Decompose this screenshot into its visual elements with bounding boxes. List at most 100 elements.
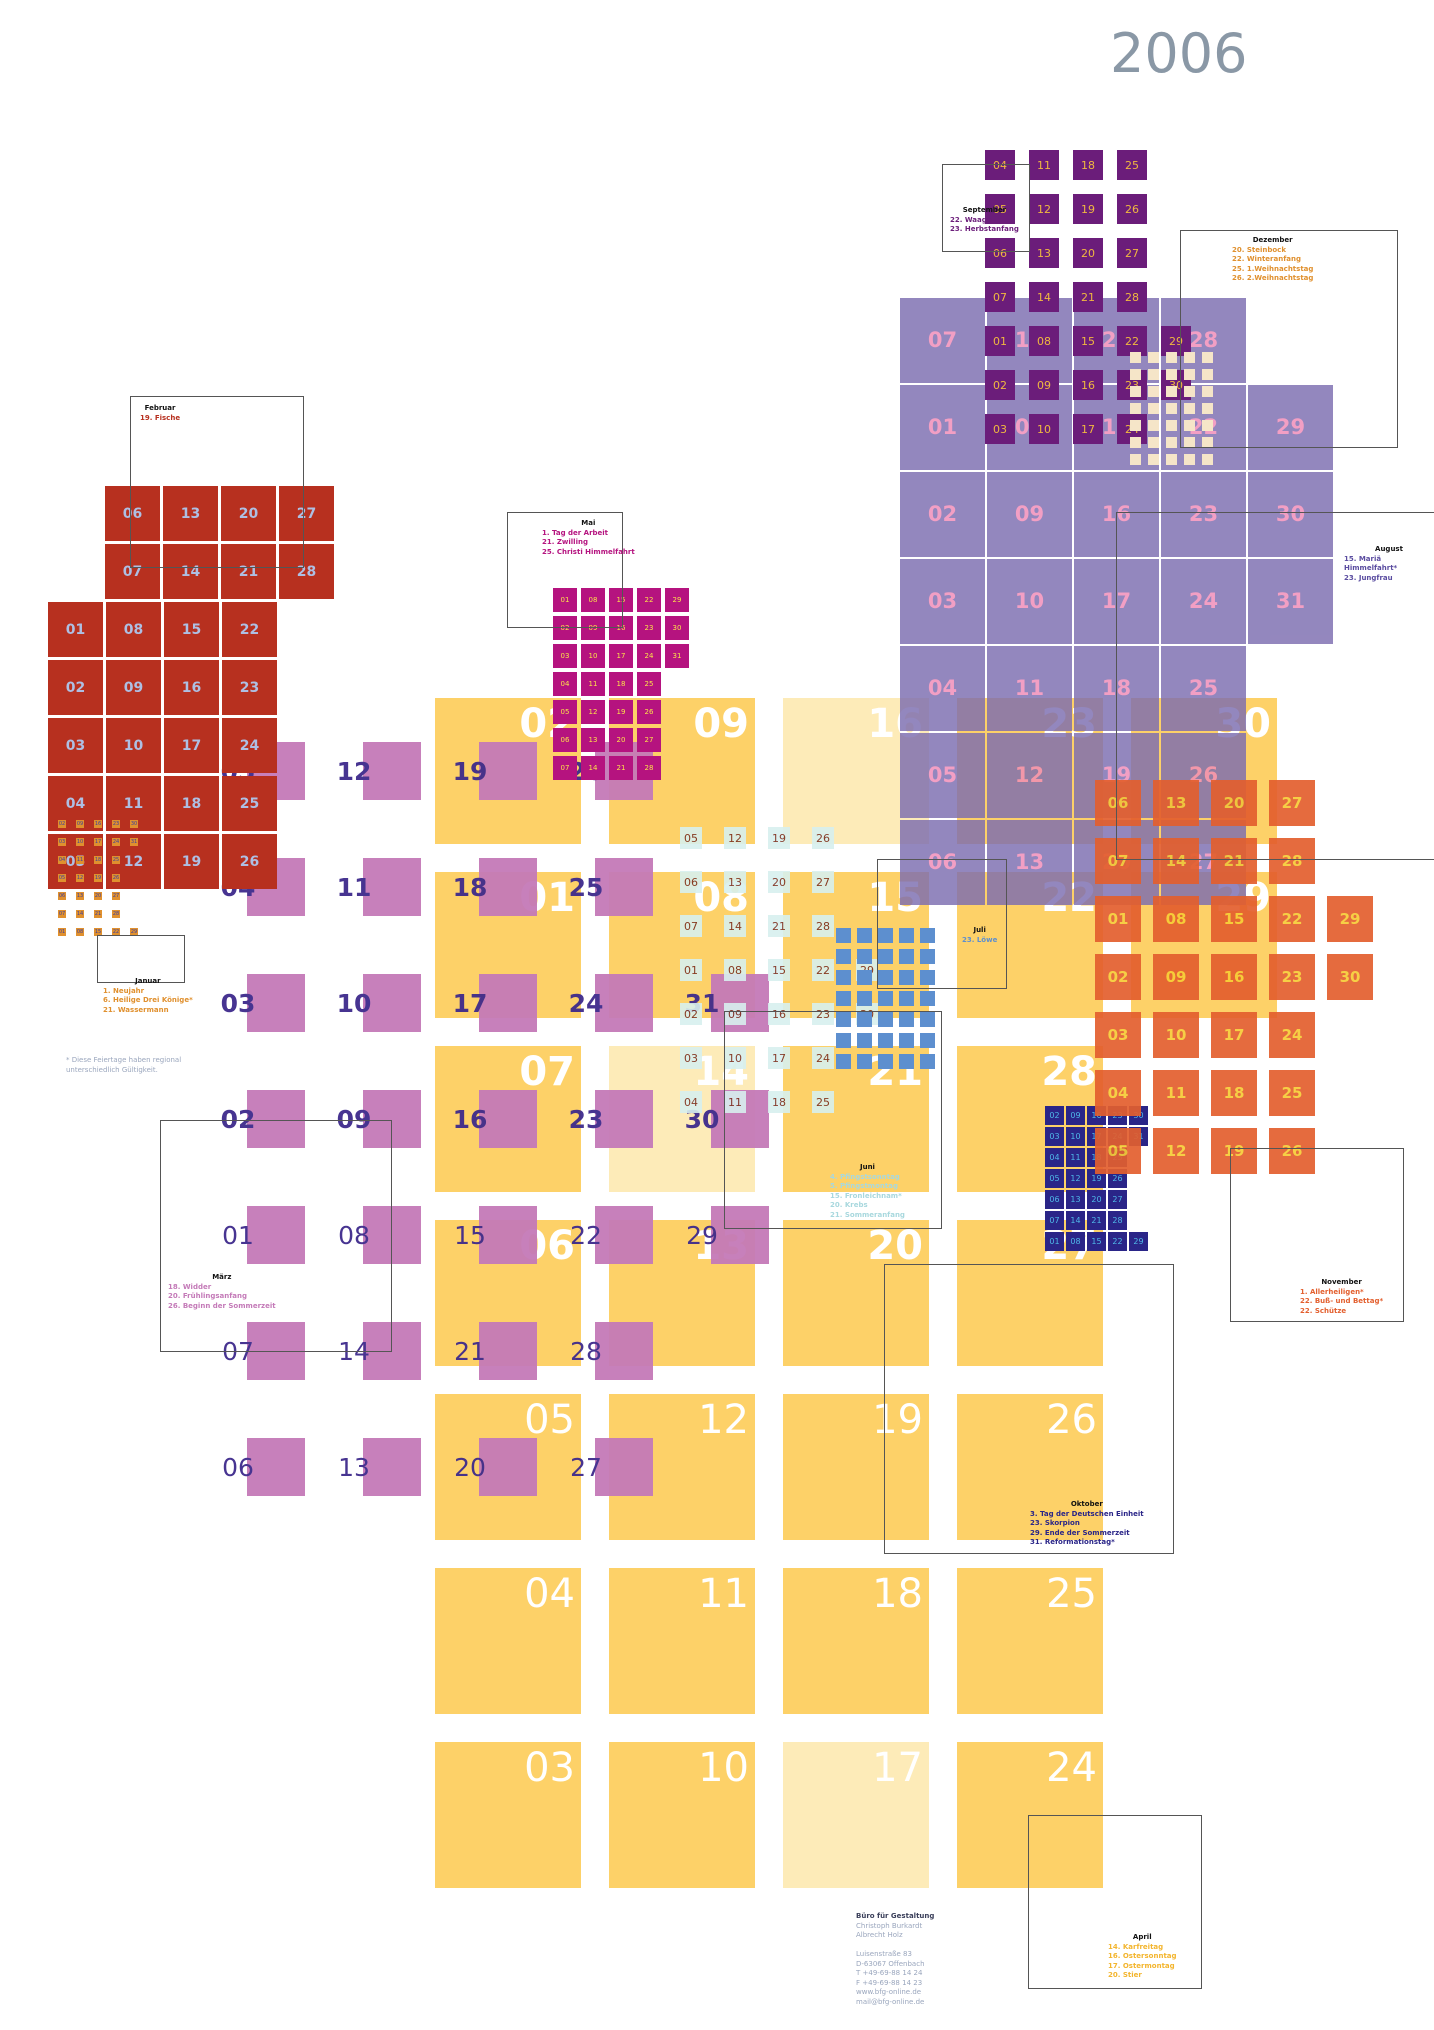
day-cell-dezember[interactable] (1202, 386, 1213, 397)
day-cell-februar[interactable] (222, 660, 277, 715)
day-cell-september[interactable] (1029, 414, 1059, 444)
day-cell-juni[interactable] (812, 915, 834, 937)
day-cell-juni[interactable] (680, 1047, 702, 1069)
day-cell-mai[interactable] (637, 672, 661, 696)
day-cell-september[interactable] (1073, 282, 1103, 312)
day-cell-november[interactable] (1211, 1012, 1257, 1058)
day-cell-maerz[interactable] (247, 1206, 305, 1264)
day-cell-september[interactable] (1073, 150, 1103, 180)
day-cell-mai[interactable] (581, 728, 605, 752)
day-cell-maerz[interactable] (479, 974, 537, 1032)
day-cell-september[interactable] (1029, 150, 1059, 180)
day-cell-november[interactable] (1153, 896, 1199, 942)
day-cell-mai[interactable] (637, 588, 661, 612)
day-cell-februar[interactable] (106, 602, 161, 657)
day-cell-november[interactable] (1153, 838, 1199, 884)
day-cell-september[interactable] (1117, 150, 1147, 180)
day-cell-juli[interactable] (857, 1033, 872, 1048)
day-cell-februar[interactable] (48, 834, 103, 889)
day-cell-august[interactable] (900, 298, 985, 383)
day-cell-januar[interactable] (76, 910, 84, 918)
day-cell-maerz[interactable] (363, 974, 421, 1032)
day-cell-juni[interactable] (768, 959, 790, 981)
day-cell-januar[interactable] (112, 892, 120, 900)
day-cell-august[interactable] (900, 559, 985, 644)
day-cell-juni[interactable] (724, 1003, 746, 1025)
day-cell-mai[interactable] (637, 616, 661, 640)
day-cell-mai[interactable] (553, 700, 577, 724)
day-cell-maerz[interactable] (479, 1090, 537, 1148)
day-cell-dezember[interactable] (1148, 454, 1159, 465)
day-cell-juli[interactable] (836, 949, 851, 964)
day-cell-april[interactable] (609, 1568, 755, 1714)
day-cell-juni[interactable] (812, 871, 834, 893)
day-cell-januar[interactable] (112, 874, 120, 882)
day-cell-januar[interactable] (58, 874, 66, 882)
day-cell-februar[interactable] (164, 602, 219, 657)
day-cell-juli[interactable] (878, 991, 893, 1006)
day-cell-mai[interactable] (609, 588, 633, 612)
day-cell-mai[interactable] (637, 644, 661, 668)
day-cell-februar[interactable] (279, 544, 334, 599)
day-cell-juni[interactable] (768, 1047, 790, 1069)
day-cell-februar[interactable] (106, 660, 161, 715)
day-cell-dezember[interactable] (1184, 454, 1195, 465)
day-cell-dezember[interactable] (1202, 437, 1213, 448)
day-cell-august[interactable] (987, 559, 1072, 644)
day-cell-mai[interactable] (665, 616, 689, 640)
day-cell-mai[interactable] (553, 616, 577, 640)
day-cell-oktober[interactable] (1045, 1148, 1064, 1167)
day-cell-september[interactable] (1117, 194, 1147, 224)
day-cell-januar[interactable] (130, 928, 138, 936)
day-cell-juli[interactable] (836, 1033, 851, 1048)
day-cell-dezember[interactable] (1166, 386, 1177, 397)
day-cell-maerz[interactable] (595, 1090, 653, 1148)
day-cell-dezember[interactable] (1202, 369, 1213, 380)
day-cell-februar[interactable] (221, 544, 276, 599)
day-cell-juli[interactable] (899, 949, 914, 964)
day-cell-oktober[interactable] (1087, 1211, 1106, 1230)
day-cell-oktober[interactable] (1066, 1211, 1085, 1230)
day-cell-april[interactable] (783, 1394, 929, 1540)
day-cell-juni[interactable] (812, 1003, 834, 1025)
day-cell-august[interactable] (1161, 646, 1246, 731)
day-cell-oktober[interactable] (1066, 1190, 1085, 1209)
day-cell-april[interactable] (783, 1742, 929, 1888)
day-cell-februar[interactable] (279, 486, 334, 541)
day-cell-oktober[interactable] (1066, 1232, 1085, 1251)
day-cell-dezember[interactable] (1202, 403, 1213, 414)
day-cell-juni[interactable] (768, 871, 790, 893)
day-cell-juli[interactable] (920, 1054, 935, 1069)
day-cell-mai[interactable] (553, 672, 577, 696)
day-cell-januar[interactable] (94, 892, 102, 900)
day-cell-april[interactable] (435, 1742, 581, 1888)
day-cell-januar[interactable] (112, 910, 120, 918)
day-cell-juni[interactable] (724, 1047, 746, 1069)
day-cell-dezember[interactable] (1130, 352, 1141, 363)
day-cell-juli[interactable] (920, 928, 935, 943)
day-cell-dezember[interactable] (1202, 420, 1213, 431)
day-cell-juni[interactable] (680, 915, 702, 937)
day-cell-mai[interactable] (553, 756, 577, 780)
day-cell-august[interactable] (1161, 472, 1246, 557)
day-cell-oktober[interactable] (1066, 1127, 1085, 1146)
day-cell-mai[interactable] (609, 700, 633, 724)
day-cell-februar[interactable] (105, 486, 160, 541)
day-cell-februar[interactable] (106, 718, 161, 773)
day-cell-januar[interactable] (94, 820, 102, 828)
day-cell-januar[interactable] (112, 928, 120, 936)
day-cell-mai[interactable] (581, 756, 605, 780)
day-cell-mai[interactable] (553, 588, 577, 612)
day-cell-juli[interactable] (857, 949, 872, 964)
day-cell-dezember[interactable] (1148, 437, 1159, 448)
day-cell-november[interactable] (1153, 1070, 1199, 1116)
day-cell-oktober[interactable] (1045, 1127, 1064, 1146)
day-cell-september[interactable] (1117, 326, 1147, 356)
day-cell-august[interactable] (987, 646, 1072, 731)
day-cell-mai[interactable] (581, 616, 605, 640)
day-cell-mai[interactable] (553, 728, 577, 752)
day-cell-februar[interactable] (164, 834, 219, 889)
day-cell-november[interactable] (1269, 1012, 1315, 1058)
day-cell-september[interactable] (985, 370, 1015, 400)
day-cell-dezember[interactable] (1184, 386, 1195, 397)
